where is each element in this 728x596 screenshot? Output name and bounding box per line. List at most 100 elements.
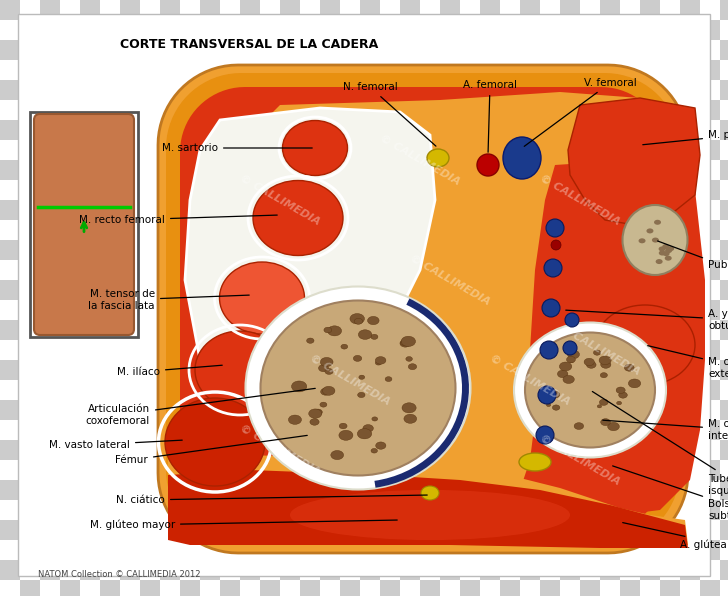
Bar — [600, 40, 620, 60]
Bar — [220, 460, 240, 480]
Bar — [200, 80, 220, 100]
Polygon shape — [530, 160, 705, 515]
Bar — [20, 300, 40, 320]
Bar — [460, 420, 480, 440]
Bar — [380, 260, 400, 280]
Bar — [60, 40, 80, 60]
Bar — [260, 400, 280, 420]
Bar — [420, 120, 440, 140]
Bar — [280, 240, 300, 260]
Bar — [140, 320, 160, 340]
Bar — [700, 0, 720, 20]
Ellipse shape — [622, 205, 687, 275]
Bar — [640, 200, 660, 220]
Bar — [640, 380, 660, 400]
Bar — [540, 280, 560, 300]
Bar — [640, 420, 660, 440]
Bar — [300, 200, 320, 220]
Ellipse shape — [331, 451, 344, 460]
Bar — [460, 60, 480, 80]
Bar — [80, 140, 100, 160]
Bar — [560, 320, 580, 340]
Ellipse shape — [625, 364, 634, 371]
Bar — [700, 40, 720, 60]
Bar — [340, 500, 360, 520]
Bar — [540, 160, 560, 180]
Bar — [40, 420, 60, 440]
Bar — [580, 340, 600, 360]
Bar — [100, 300, 120, 320]
Bar — [680, 280, 700, 300]
Bar — [600, 340, 620, 360]
Bar — [300, 280, 320, 300]
Bar — [60, 180, 80, 200]
Bar — [460, 20, 480, 40]
Bar — [380, 0, 400, 20]
Bar — [0, 300, 20, 320]
Bar — [120, 340, 140, 360]
Bar — [20, 360, 40, 380]
Bar — [520, 120, 540, 140]
Bar — [680, 380, 700, 400]
Bar — [660, 80, 680, 100]
Bar — [120, 0, 140, 20]
Bar — [200, 500, 220, 520]
Bar — [540, 100, 560, 120]
Ellipse shape — [546, 219, 564, 237]
Bar — [620, 180, 640, 200]
Bar — [60, 500, 80, 520]
Bar — [720, 300, 728, 320]
Bar — [560, 0, 580, 20]
Bar — [160, 200, 180, 220]
Ellipse shape — [659, 250, 666, 256]
Bar — [240, 180, 260, 200]
Bar — [580, 160, 600, 180]
Bar — [500, 520, 520, 540]
Bar — [360, 360, 380, 380]
Bar — [220, 240, 240, 260]
Ellipse shape — [601, 361, 611, 368]
Bar — [20, 420, 40, 440]
Bar — [280, 80, 300, 100]
Bar — [220, 180, 240, 200]
Bar — [660, 380, 680, 400]
Bar — [720, 580, 728, 596]
Bar — [220, 280, 240, 300]
Bar — [240, 300, 260, 320]
Bar — [420, 480, 440, 500]
Bar — [360, 140, 380, 160]
Bar — [20, 560, 40, 580]
Bar — [600, 180, 620, 200]
Bar — [60, 60, 80, 80]
Bar — [20, 20, 40, 40]
Ellipse shape — [601, 418, 610, 426]
Bar — [160, 500, 180, 520]
Bar — [620, 360, 640, 380]
Bar — [680, 360, 700, 380]
Bar — [700, 480, 720, 500]
Bar — [660, 560, 680, 580]
Bar — [640, 320, 660, 340]
Bar — [620, 40, 640, 60]
Bar — [140, 440, 160, 460]
Bar — [300, 240, 320, 260]
Bar — [600, 380, 620, 400]
Bar — [100, 380, 120, 400]
Bar — [720, 420, 728, 440]
Bar — [20, 220, 40, 240]
Bar — [580, 500, 600, 520]
Bar — [360, 160, 380, 180]
Bar — [600, 580, 620, 596]
Bar — [500, 120, 520, 140]
Bar — [200, 440, 220, 460]
Ellipse shape — [568, 350, 579, 359]
Bar — [340, 240, 360, 260]
Bar — [0, 440, 20, 460]
Bar — [400, 20, 420, 40]
Bar — [700, 140, 720, 160]
Bar — [520, 440, 540, 460]
Text: © CALLIMEDIA: © CALLIMEDIA — [238, 423, 322, 477]
Bar — [620, 160, 640, 180]
Bar — [220, 0, 240, 20]
Bar — [280, 500, 300, 520]
